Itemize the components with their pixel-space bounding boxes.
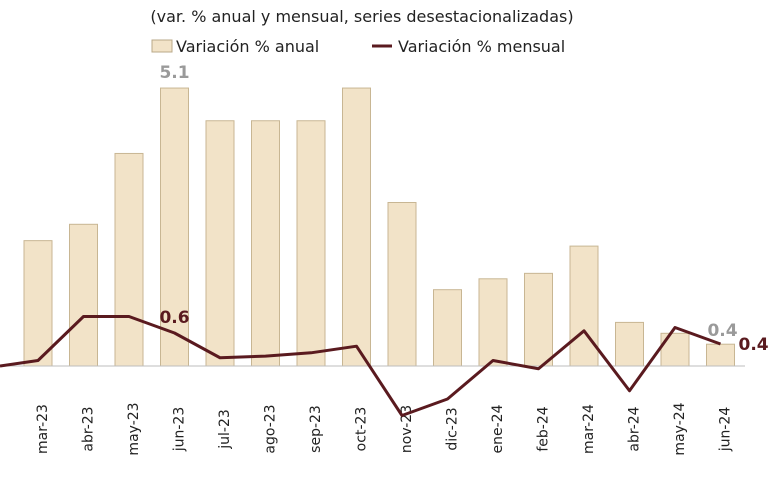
bar-oct-23: [342, 87, 371, 367]
tick-label-mar-23: mar-23: [35, 404, 51, 454]
data-label-anual-jun-24: 0.4: [707, 321, 737, 341]
bar-abr-23: [69, 223, 98, 367]
data-label-anual-jun-23: 5.1: [159, 63, 189, 83]
legend-bar-label: Variación % anual: [176, 37, 319, 56]
tick-label-abr-24: abr-24: [627, 406, 643, 451]
legend-bar-swatch: [151, 39, 173, 53]
tick-label-may-24: may-24: [672, 402, 688, 455]
data-labels: 5.1 0.6 0.40.4: [159, 63, 768, 355]
data-label-mensual-jun-24: 0.4: [739, 335, 769, 355]
bar-may-23: [114, 152, 144, 367]
chart-subtitle: (var. % anual y mensual, series desestac…: [150, 7, 573, 26]
tick-label-ene-24: ene-24: [490, 404, 506, 453]
bar-may-24: [660, 332, 690, 367]
tick-label-mar-24: mar-24: [581, 404, 597, 454]
tick-label-nov-23: nov-23: [399, 405, 415, 453]
bar-mar-23: [23, 240, 53, 367]
bar-feb-24: [524, 272, 553, 367]
tick-label-feb-24: feb-24: [536, 406, 552, 451]
tick-label-dic-23: dic-23: [445, 407, 461, 450]
bar-abr-24: [615, 321, 644, 367]
x-axis-ticks: mar-23 abr-23 may-23 jun-23 jul-23 ago-23 sep-…: [35, 402, 734, 455]
tick-label-oct-23: oct-23: [354, 407, 370, 452]
bar-dic-23: [433, 289, 462, 367]
tick-label-jun-24: jun-24: [718, 407, 734, 453]
tick-label-abr-23: abr-23: [81, 406, 97, 451]
bar-ago-23: [251, 120, 280, 367]
tick-label-sep-23: sep-23: [308, 405, 324, 453]
bar-sep-23: [296, 120, 326, 367]
legend-line-label: Variación % mensual: [398, 37, 565, 56]
bar-series: [23, 87, 735, 367]
bar-ene-24: [478, 278, 508, 367]
data-label-mensual-jun-23: 0.6: [159, 308, 189, 328]
bar-nov-23: [387, 202, 417, 367]
legend: Variación % anual Variación % mensual: [151, 37, 565, 56]
bar-jun-24: [706, 343, 735, 367]
tick-label-jul-23: jul-23: [217, 409, 233, 450]
line-series-mensual: [0, 315, 722, 417]
bar-jul-23: [205, 120, 235, 367]
tick-label-ago-23: ago-23: [263, 404, 279, 453]
bar-mar-24: [569, 245, 599, 367]
tick-label-may-23: may-23: [126, 402, 142, 455]
tick-label-jun-23: jun-23: [172, 407, 188, 453]
